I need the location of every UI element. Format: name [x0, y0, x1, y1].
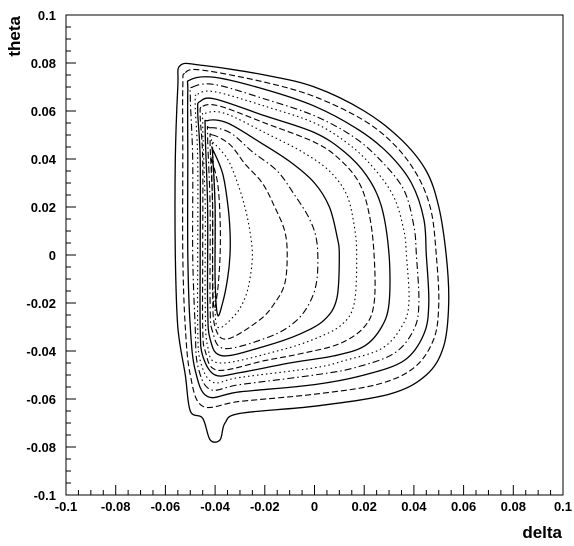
- x-axis-title: delta: [522, 523, 562, 542]
- contour-level-6: [197, 97, 391, 377]
- x-tick-label: 0.04: [401, 499, 427, 514]
- contour-level-5: [194, 90, 410, 384]
- x-tick-label: -0.04: [200, 499, 230, 514]
- y-tick-label: 0.08: [31, 56, 56, 71]
- contour-level-9: [204, 119, 340, 357]
- y-axis-tick-labels: -0.1 -0.08 -0.06 -0.04 -0.02 0 0.02 0.04 0.06 0.0…: [26, 8, 56, 503]
- x-tick-label: 0.08: [501, 499, 526, 514]
- y-tick-label: 0.04: [31, 152, 57, 167]
- x-tick-label: 0.06: [451, 499, 476, 514]
- y-tick-label: -0.04: [26, 344, 56, 359]
- contour-level-3: [186, 76, 430, 399]
- y-tick-label: 0.02: [31, 200, 56, 215]
- x-tick-label: 0.02: [352, 499, 377, 514]
- y-tick-label: 0.1: [38, 8, 56, 23]
- y-tick-label: -0.06: [26, 392, 56, 407]
- x-axis-tick-labels: -0.1 -0.08 -0.06 -0.04 -0.02 0 0.02 0.04 0.06 0.0…: [55, 499, 572, 514]
- x-tick-label: -0.1: [55, 499, 77, 514]
- contour-level-8: [201, 111, 358, 364]
- x-axis-ticks: [65, 485, 564, 495]
- contour-level-11: [209, 133, 288, 340]
- contour-level-4: [189, 83, 420, 391]
- contour-level-14: [210, 156, 221, 310]
- contour-lines: [174, 62, 450, 443]
- y-axis-title: theta: [5, 15, 24, 56]
- contour-level-2: [182, 68, 440, 409]
- x-tick-label: 0: [311, 499, 318, 514]
- contour-level-13: [211, 146, 231, 317]
- y-axis-ticks: [66, 14, 76, 496]
- contour-level-10: [206, 126, 319, 350]
- y-tick-label: -0.02: [26, 296, 56, 311]
- y-tick-label: -0.08: [26, 440, 56, 455]
- x-tick-label: 0.1: [554, 499, 572, 514]
- x-tick-label: -0.02: [250, 499, 280, 514]
- y-tick-label: -0.1: [34, 488, 56, 503]
- y-tick-label: 0.06: [31, 104, 56, 119]
- contour-level-7: [199, 103, 376, 371]
- contour-level-1: [174, 62, 450, 443]
- x-tick-label: -0.08: [101, 499, 131, 514]
- y-tick-label: 0: [49, 248, 56, 263]
- x-tick-label: -0.06: [151, 499, 181, 514]
